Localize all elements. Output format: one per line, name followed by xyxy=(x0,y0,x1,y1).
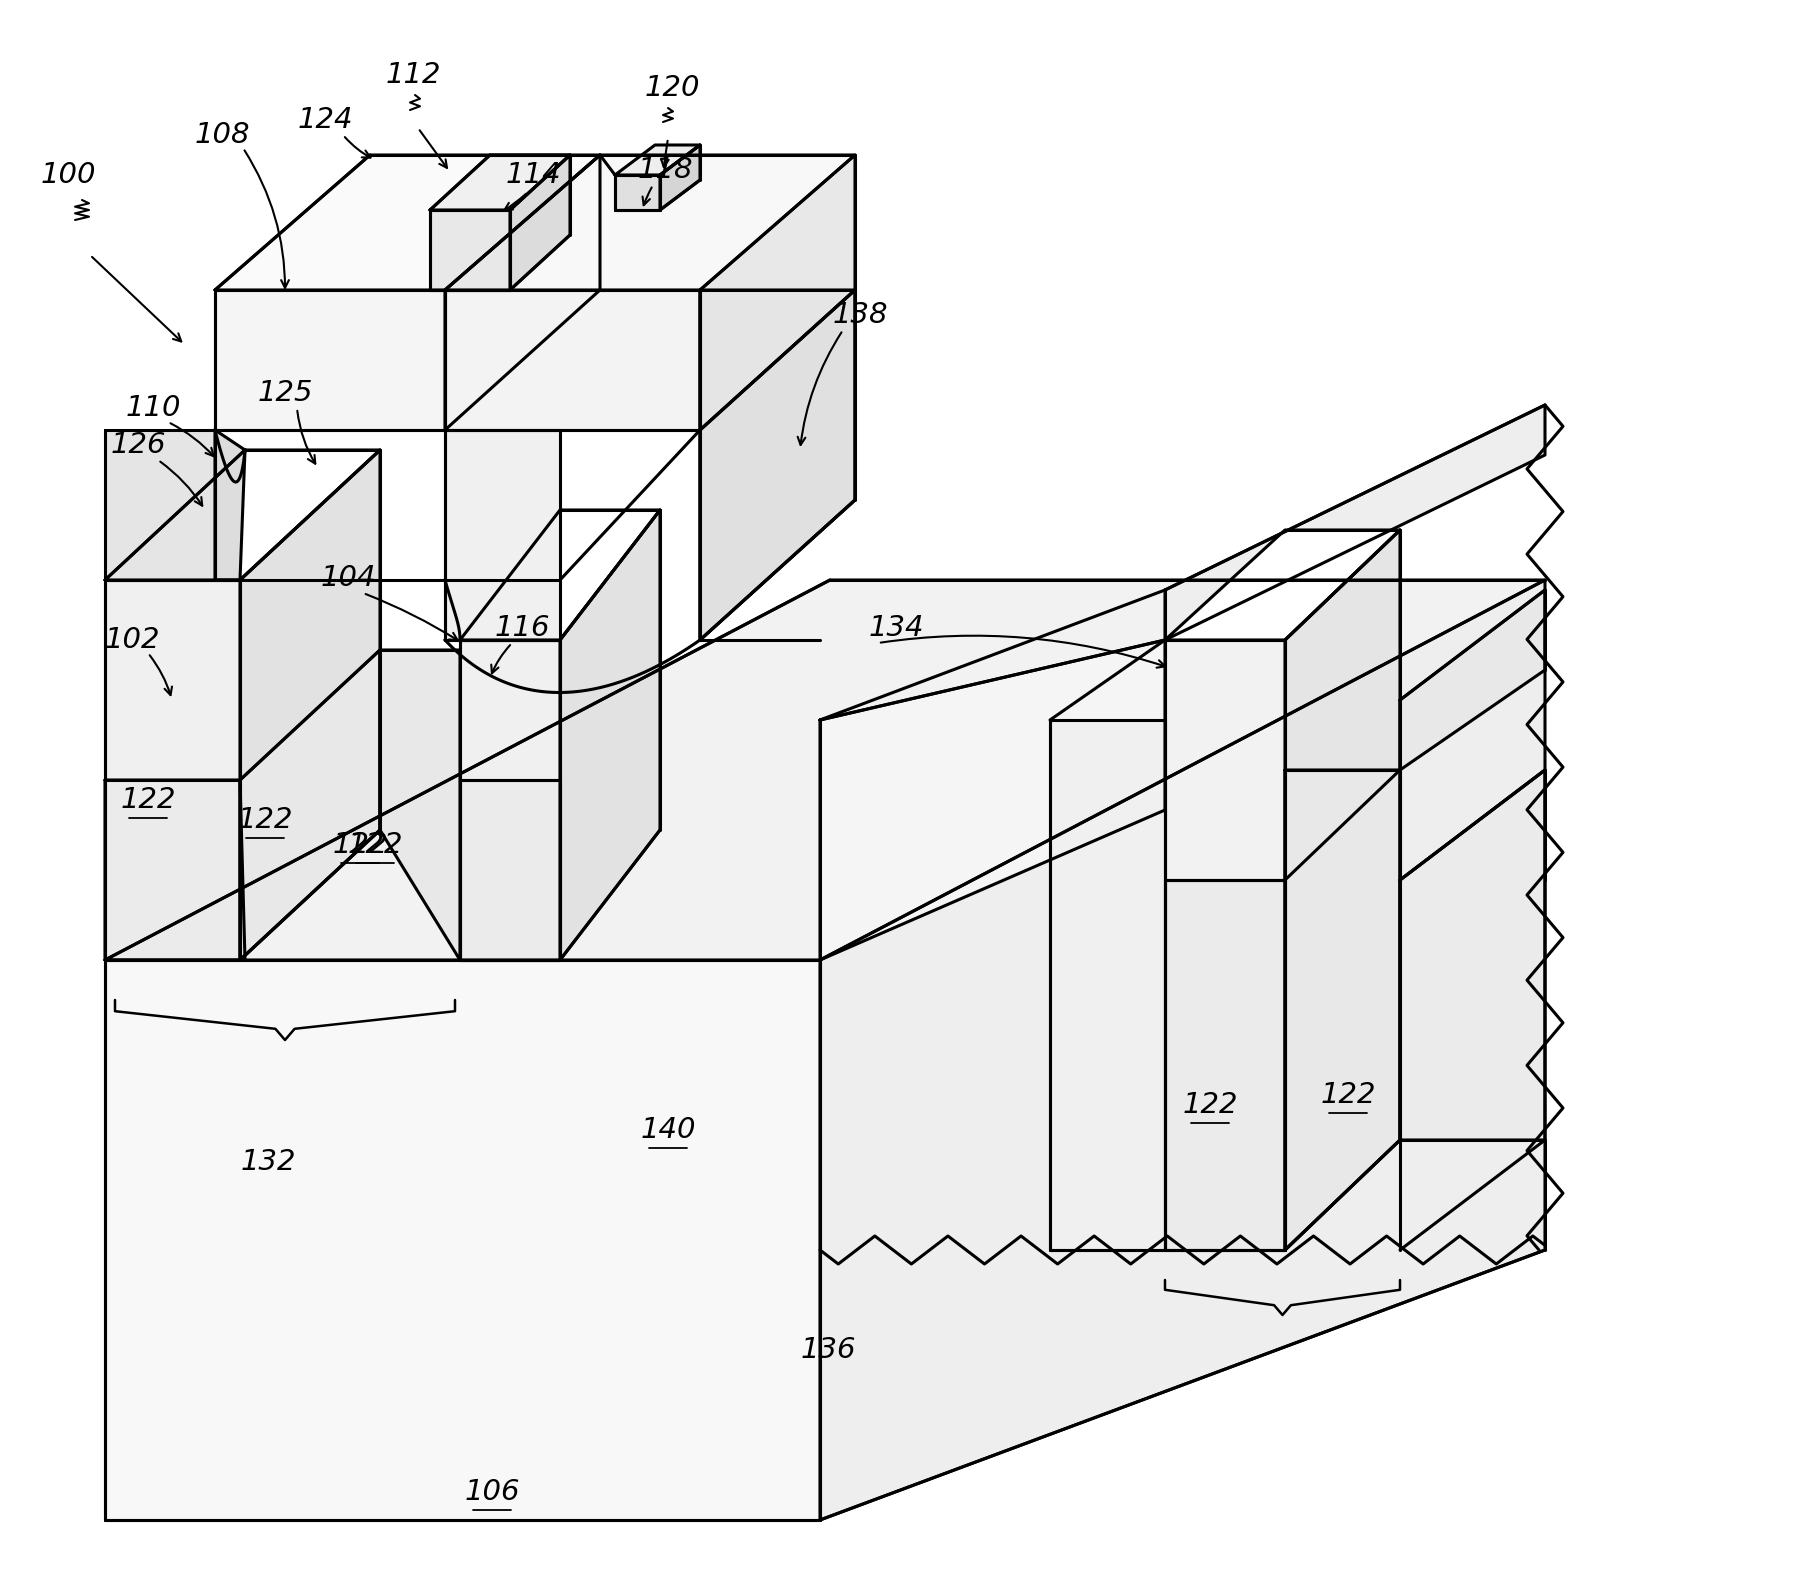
Text: 138: 138 xyxy=(833,301,888,329)
Text: 108: 108 xyxy=(195,121,249,150)
Polygon shape xyxy=(1164,880,1284,1250)
Text: 112: 112 xyxy=(386,61,440,90)
Polygon shape xyxy=(615,145,700,175)
Text: 116: 116 xyxy=(495,614,549,642)
Text: 114: 114 xyxy=(506,161,560,189)
Polygon shape xyxy=(106,781,246,960)
Text: 122: 122 xyxy=(236,806,293,834)
Polygon shape xyxy=(1050,719,1164,1250)
Text: 122: 122 xyxy=(333,831,387,859)
Text: 104: 104 xyxy=(320,563,377,592)
Text: 120: 120 xyxy=(644,74,700,102)
Polygon shape xyxy=(1401,770,1544,1140)
Polygon shape xyxy=(240,650,380,960)
Text: 122: 122 xyxy=(347,831,402,859)
Polygon shape xyxy=(446,154,855,290)
Polygon shape xyxy=(215,154,600,290)
Text: 118: 118 xyxy=(637,156,693,184)
Polygon shape xyxy=(660,145,700,209)
Text: 136: 136 xyxy=(800,1336,855,1365)
Polygon shape xyxy=(380,650,460,960)
Text: 122: 122 xyxy=(120,785,176,814)
Polygon shape xyxy=(106,450,380,579)
Text: 125: 125 xyxy=(256,379,313,408)
Polygon shape xyxy=(460,510,660,641)
Text: 106: 106 xyxy=(464,1478,520,1506)
Polygon shape xyxy=(509,154,569,290)
Polygon shape xyxy=(460,781,560,960)
Polygon shape xyxy=(820,641,1164,960)
Polygon shape xyxy=(700,290,855,641)
Polygon shape xyxy=(446,154,600,430)
Polygon shape xyxy=(700,154,855,430)
Text: 134: 134 xyxy=(868,614,924,642)
Polygon shape xyxy=(429,209,509,290)
Text: 110: 110 xyxy=(126,394,180,422)
Text: 102: 102 xyxy=(104,626,160,655)
Text: 124: 124 xyxy=(296,105,353,134)
Polygon shape xyxy=(240,450,380,960)
Polygon shape xyxy=(615,175,660,209)
Polygon shape xyxy=(215,430,246,579)
Polygon shape xyxy=(106,579,240,960)
Text: 140: 140 xyxy=(640,1116,695,1144)
Polygon shape xyxy=(700,290,855,641)
Polygon shape xyxy=(446,290,700,430)
Polygon shape xyxy=(446,430,560,641)
Polygon shape xyxy=(429,154,569,209)
Text: 122: 122 xyxy=(1182,1091,1237,1119)
Polygon shape xyxy=(1164,530,1401,641)
Polygon shape xyxy=(460,641,560,960)
Polygon shape xyxy=(1164,641,1284,1250)
Polygon shape xyxy=(1401,590,1544,770)
Polygon shape xyxy=(1164,405,1544,641)
Polygon shape xyxy=(215,290,446,430)
Text: 122: 122 xyxy=(1321,1081,1375,1110)
Polygon shape xyxy=(560,510,660,960)
Text: 126: 126 xyxy=(111,431,166,460)
Polygon shape xyxy=(1284,770,1401,1250)
Polygon shape xyxy=(106,579,1544,960)
Text: 100: 100 xyxy=(40,161,96,189)
Polygon shape xyxy=(106,430,215,579)
Polygon shape xyxy=(1284,530,1401,1250)
Polygon shape xyxy=(106,960,820,1520)
Text: 132: 132 xyxy=(240,1147,296,1176)
Polygon shape xyxy=(820,579,1544,1520)
